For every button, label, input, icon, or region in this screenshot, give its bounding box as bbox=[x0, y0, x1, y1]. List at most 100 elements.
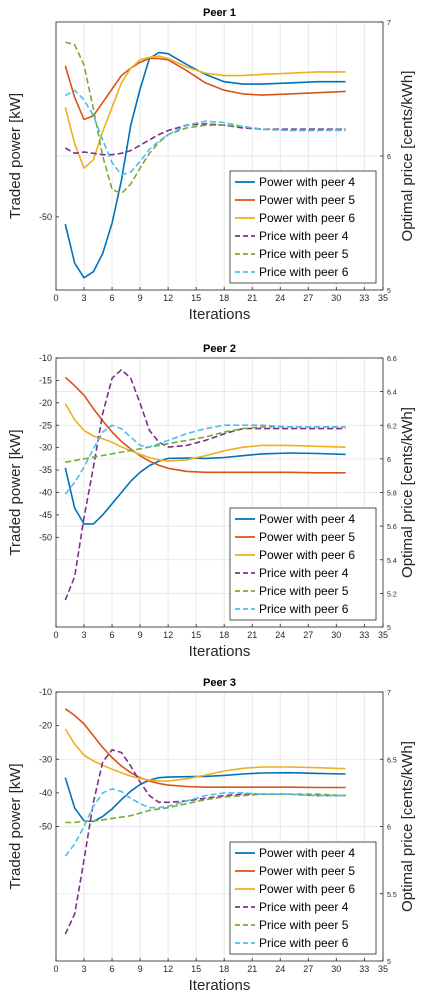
chart-title: Peer 2 bbox=[203, 343, 236, 355]
legend-entry-label: Power with peer 4 bbox=[259, 175, 355, 189]
series-line-6 bbox=[64, 424, 346, 495]
y-left-tick-label: -50 bbox=[39, 212, 52, 222]
series-line-6 bbox=[64, 89, 346, 176]
series-line-3 bbox=[64, 403, 346, 462]
y-right-axis-label: Optimal price [cents/kWh] bbox=[399, 71, 416, 242]
y-right-tick-label: 6.4 bbox=[387, 390, 397, 397]
chart-panel-2: 0 3 6 9 12 15 18 21 24 27 30 33 35 -10 -15 -20 -25 -30 -35… bbox=[7, 343, 416, 660]
x-tick-label: 12 bbox=[163, 964, 173, 974]
x-axis-label: Iterations bbox=[189, 306, 251, 323]
y-right-tick-label: 7 bbox=[387, 20, 391, 27]
series-group bbox=[64, 368, 346, 601]
y-right-tick-label: 6.5 bbox=[387, 757, 397, 764]
x-tick-label: 15 bbox=[191, 630, 201, 640]
y-left-axis-label: Traded power [kW] bbox=[7, 93, 24, 219]
x-tick-label: 35 bbox=[378, 630, 388, 640]
series-line-3 bbox=[64, 55, 346, 169]
y-right-axis-label: Optimal price [cents/kWh] bbox=[399, 407, 416, 578]
legend-entry-label: Price with peer 6 bbox=[259, 602, 349, 616]
legend-box bbox=[229, 841, 377, 955]
x-tick-label: 30 bbox=[331, 630, 341, 640]
y-left-tick-label: -25 bbox=[39, 420, 52, 430]
chart-title: Peer 1 bbox=[203, 7, 236, 19]
y-left-tick-label: -10 bbox=[39, 687, 52, 697]
y-left-tick-label: -40 bbox=[39, 788, 52, 798]
y-right-tick-label: 6 bbox=[387, 457, 391, 464]
legend: Power with peer 4 Power with peer 5 Power … bbox=[229, 841, 377, 955]
x-tick-label: 35 bbox=[378, 293, 388, 303]
legend-entry-label: Price with peer 6 bbox=[259, 265, 349, 279]
x-tick-label: 12 bbox=[163, 293, 173, 303]
legend-entry-label: Power with peer 6 bbox=[259, 548, 355, 562]
legend: Power with peer 4 Power with peer 5 Power … bbox=[229, 507, 377, 621]
x-tick-label: 33 bbox=[359, 630, 369, 640]
x-tick-label: 35 bbox=[378, 964, 388, 974]
y-left-tick-label: -15 bbox=[39, 375, 52, 385]
legend-entry-label: Price with peer 4 bbox=[259, 229, 349, 243]
y-right-tick-label: 7 bbox=[387, 690, 391, 697]
x-tick-label: 6 bbox=[110, 630, 115, 640]
series-line-5 bbox=[65, 426, 346, 463]
y-right-tick-label: 5 bbox=[387, 959, 391, 966]
x-tick-label: 27 bbox=[303, 630, 313, 640]
y-right-tick-label: 6 bbox=[387, 154, 391, 161]
y-left-tick-label: -50 bbox=[39, 532, 52, 542]
series-line-6 bbox=[64, 787, 346, 857]
x-tick-label: 33 bbox=[359, 293, 369, 303]
legend-entry-label: Power with peer 6 bbox=[259, 211, 355, 225]
series-line-3 bbox=[64, 728, 346, 782]
x-tick-label: 6 bbox=[110, 964, 115, 974]
x-tick-label: 3 bbox=[82, 964, 87, 974]
series-group bbox=[64, 41, 346, 279]
x-tick-label: 27 bbox=[303, 964, 313, 974]
legend-entry-label: Power with peer 4 bbox=[259, 846, 355, 860]
x-tick-label: 12 bbox=[163, 630, 173, 640]
y-right-tick-label: 5.5 bbox=[387, 892, 397, 899]
x-tick-label: 3 bbox=[82, 630, 87, 640]
x-tick-label: 18 bbox=[219, 293, 229, 303]
y-right-axis-label: Optimal price [cents/kWh] bbox=[399, 741, 416, 912]
legend-entry-label: Power with peer 5 bbox=[259, 864, 355, 878]
legend-entry-label: Price with peer 5 bbox=[259, 584, 349, 598]
y-left-tick-label: -40 bbox=[39, 488, 52, 498]
x-tick-label: 0 bbox=[53, 293, 58, 303]
y-right-tick-label: 5.2 bbox=[387, 591, 397, 598]
x-tick-label: 18 bbox=[219, 964, 229, 974]
legend-entry-label: Price with peer 5 bbox=[259, 918, 349, 932]
y-left-tick-label: -10 bbox=[39, 353, 52, 363]
x-axis-label: Iterations bbox=[189, 643, 251, 660]
y-right-tick-label: 6 bbox=[387, 825, 391, 832]
legend-entry-label: Price with peer 6 bbox=[259, 936, 349, 950]
chart-panel-1: 0 3 6 9 12 15 18 21 24 27 30 33 35 -50 5 6 7 Peer 1 Iterat… bbox=[7, 7, 416, 323]
x-tick-label: 21 bbox=[247, 964, 257, 974]
x-tick-label: 0 bbox=[53, 630, 58, 640]
x-tick-label: 15 bbox=[191, 964, 201, 974]
x-tick-label: 21 bbox=[247, 630, 257, 640]
x-tick-label: 9 bbox=[138, 964, 143, 974]
y-left-tick-label: -30 bbox=[39, 754, 52, 764]
y-right-tick-label: 6.6 bbox=[387, 356, 397, 363]
y-left-tick-label: -30 bbox=[39, 443, 52, 453]
y-right-tick-label: 5.4 bbox=[387, 558, 397, 565]
legend-box bbox=[229, 170, 377, 284]
y-left-axis-label: Traded power [kW] bbox=[7, 429, 24, 555]
legend: Power with peer 4 Power with peer 5 Power … bbox=[229, 170, 377, 284]
x-tick-label: 9 bbox=[138, 293, 143, 303]
y-left-tick-label: -45 bbox=[39, 510, 52, 520]
x-tick-label: 30 bbox=[331, 293, 341, 303]
y-left-tick-label: -35 bbox=[39, 465, 52, 475]
y-left-tick-label: -50 bbox=[39, 822, 52, 832]
x-tick-label: 33 bbox=[359, 964, 369, 974]
y-right-tick-label: 5 bbox=[387, 288, 391, 295]
series-line-1 bbox=[64, 51, 346, 279]
y-right-tick-label: 5 bbox=[387, 625, 391, 632]
y-right-tick-label: 5.8 bbox=[387, 491, 397, 498]
legend-entry-label: Power with peer 4 bbox=[259, 512, 355, 526]
legend-entry-label: Power with peer 6 bbox=[259, 882, 355, 896]
y-right-tick-label: 5.6 bbox=[387, 524, 397, 531]
x-tick-label: 15 bbox=[191, 293, 201, 303]
legend-entry-label: Power with peer 5 bbox=[259, 193, 355, 207]
x-tick-label: 18 bbox=[219, 630, 229, 640]
x-tick-label: 3 bbox=[82, 293, 87, 303]
